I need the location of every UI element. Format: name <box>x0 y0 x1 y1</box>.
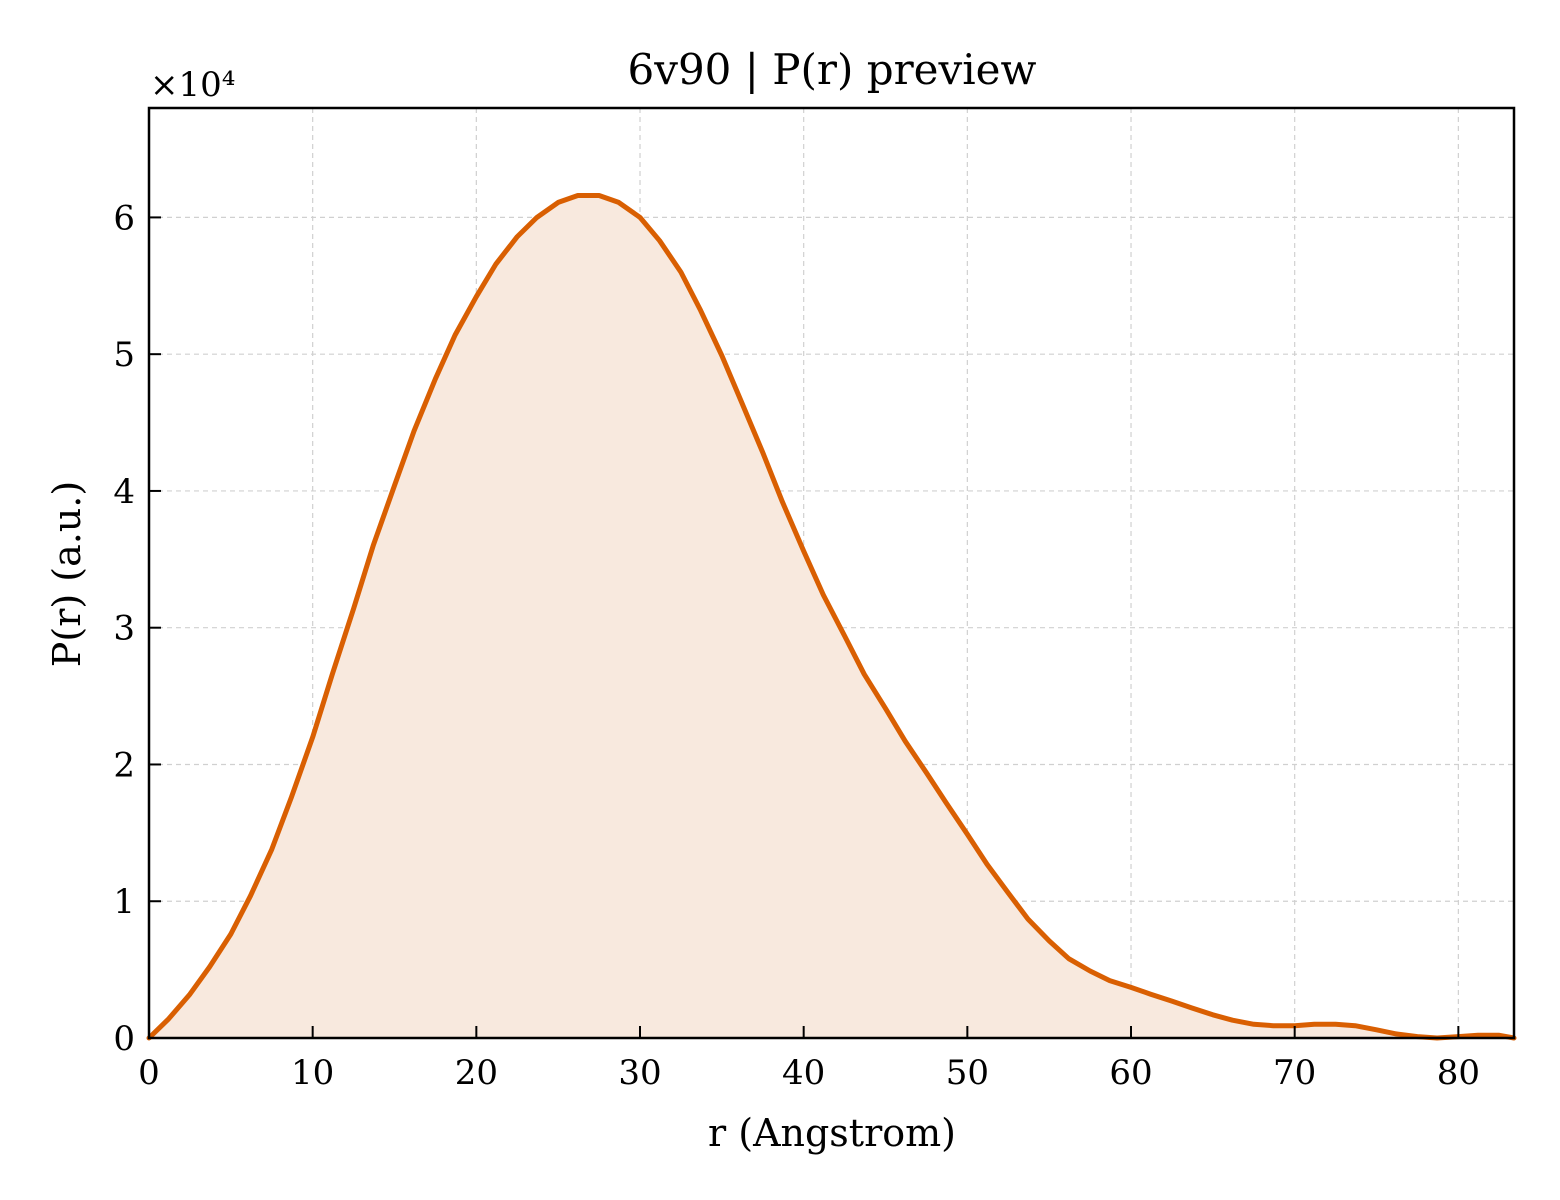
x-tick-label: 0 <box>138 1053 160 1093</box>
pr-curve <box>146 193 1517 1041</box>
y-tick-label: 1 <box>113 882 135 922</box>
y-tick-label: 2 <box>113 745 135 785</box>
ticks: 0 10 20 30 40 50 60 70 80 0 1 2 3 4 5 6 <box>113 198 1480 1093</box>
series-layer <box>146 193 1517 1041</box>
y-tick-label: 5 <box>113 335 135 375</box>
chart-title: 6v90 | P(r) preview <box>628 45 1037 94</box>
x-axis-title: r (Angstrom) <box>708 1111 956 1155</box>
x-tick-label: 80 <box>1437 1053 1480 1093</box>
plot-frame <box>147 106 1516 1040</box>
y-tick-label: 0 <box>113 1019 135 1059</box>
y-multiplier-label: ×10⁴ <box>150 65 235 105</box>
x-tick-label: 30 <box>618 1053 661 1093</box>
y-tick-label: 4 <box>113 472 135 512</box>
x-tick-label: 70 <box>1273 1053 1316 1093</box>
x-tick-label: 10 <box>291 1053 334 1093</box>
pr-area-fill <box>149 195 1514 1038</box>
y-axis-title: P(r) (a.u.) <box>45 481 89 667</box>
x-tick-label: 20 <box>455 1053 498 1093</box>
x-tick-label: 50 <box>946 1053 989 1093</box>
x-tick-label: 40 <box>782 1053 825 1093</box>
y-tick-label: 3 <box>113 609 135 649</box>
y-tick-label: 6 <box>113 198 135 238</box>
x-tick-label: 60 <box>1109 1053 1152 1093</box>
